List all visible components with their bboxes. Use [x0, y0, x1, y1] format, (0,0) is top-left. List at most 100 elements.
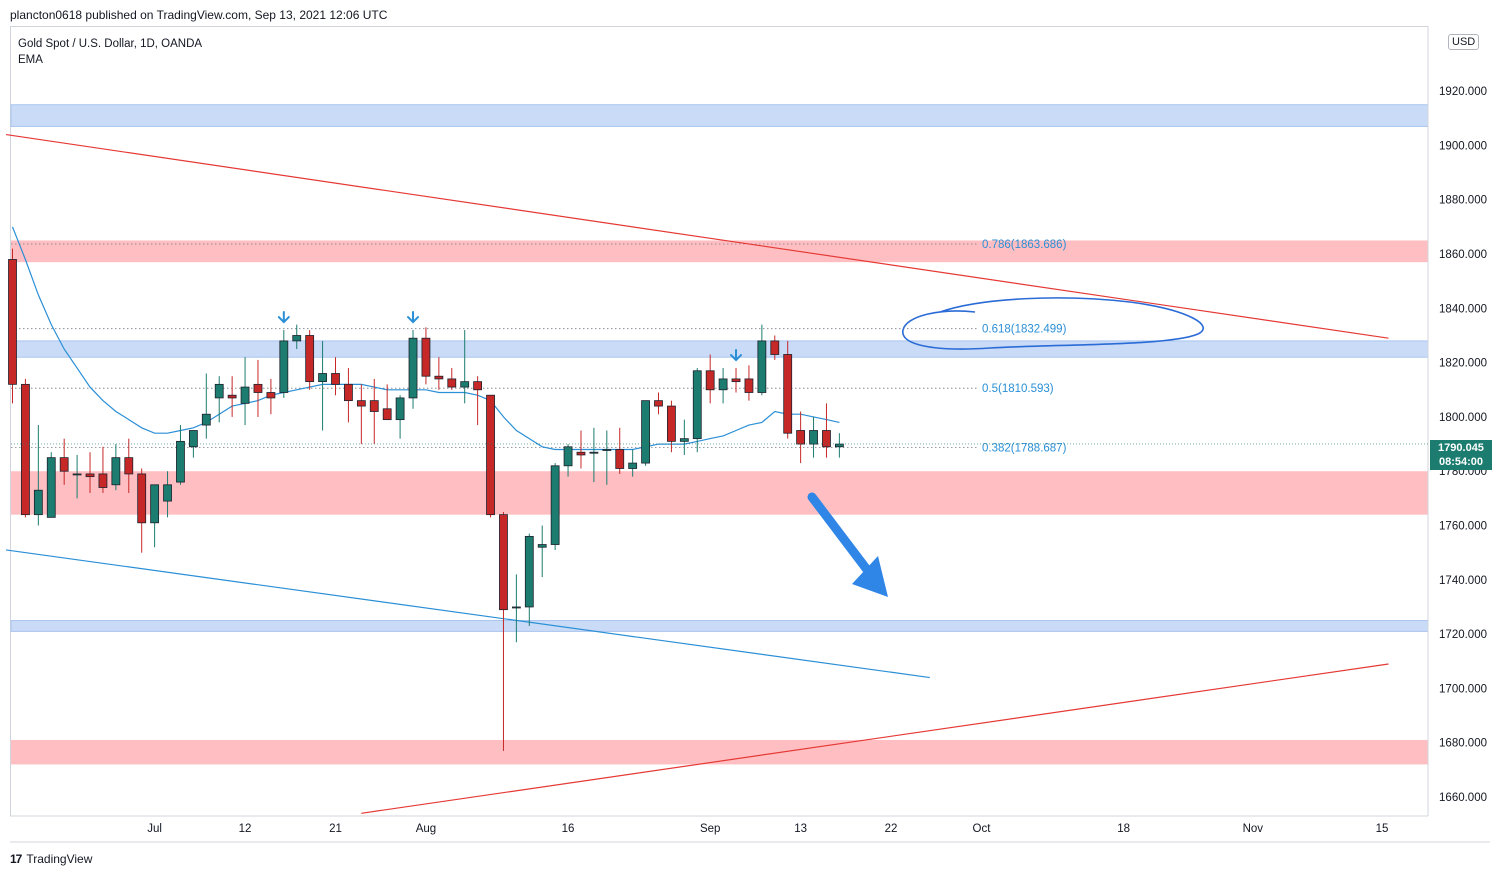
- candle: [124, 438, 134, 493]
- candle-body: [240, 386, 250, 404]
- support-zone: [10, 620, 1429, 632]
- candle-body: [124, 457, 134, 475]
- candle-body: [21, 383, 30, 516]
- time-tick-label: 22: [885, 823, 898, 835]
- candle: [705, 354, 715, 404]
- candle-body: [8, 259, 17, 385]
- candle: [499, 511, 508, 751]
- candle-body: [537, 544, 547, 548]
- candle-body: [137, 473, 147, 524]
- candle: [486, 394, 495, 518]
- fib-label: 0.5(1810.593): [982, 383, 1054, 395]
- candle-body: [408, 337, 418, 399]
- candle: [59, 438, 69, 485]
- candle-body: [331, 373, 340, 385]
- price-tick-label: 1900.000: [1439, 140, 1487, 152]
- candle-body: [46, 457, 56, 518]
- price-tick-label: 1740.000: [1439, 575, 1487, 587]
- fib-label: 0.786(1863.686): [982, 239, 1067, 251]
- bearish-arrowhead-icon: [852, 556, 888, 597]
- time-tick-label: 16: [562, 823, 575, 835]
- support-zone: [10, 104, 1429, 127]
- time-tick-label: 15: [1376, 823, 1389, 835]
- candle-body: [486, 394, 495, 516]
- candle: [331, 357, 340, 396]
- candle: [628, 449, 638, 477]
- candle-body: [176, 440, 185, 483]
- bearish-arrow-icon: [807, 492, 873, 576]
- candle: [33, 425, 43, 526]
- candle: [641, 400, 650, 466]
- candle-body: [770, 340, 780, 355]
- candle: [589, 427, 599, 483]
- candle: [176, 425, 185, 485]
- candle-body: [344, 383, 353, 402]
- candles-layer: [8, 248, 844, 751]
- candle-body: [253, 383, 263, 393]
- trendline-red: [5, 133, 1389, 339]
- candle: [201, 373, 211, 439]
- support-zone: [10, 340, 1429, 358]
- candle: [447, 368, 457, 390]
- footer-brand[interactable]: 17 TradingView: [10, 852, 92, 866]
- candle-body: [602, 449, 612, 451]
- symbol-legend[interactable]: Gold Spot / U.S. Dollar, 1D, OANDA EMA: [18, 36, 202, 68]
- candle-body: [214, 383, 224, 399]
- candle-body: [667, 405, 676, 442]
- candle: [253, 359, 263, 417]
- candle-body: [33, 489, 43, 516]
- indicator-label[interactable]: EMA: [18, 54, 43, 66]
- candle-body: [59, 457, 69, 472]
- candle: [667, 400, 676, 453]
- candle: [692, 368, 702, 453]
- candle: [382, 384, 392, 421]
- time-tick-label: Nov: [1243, 823, 1264, 835]
- candle: [796, 411, 806, 464]
- candle: [305, 330, 315, 390]
- candle: [602, 430, 612, 485]
- candle: [163, 471, 172, 518]
- candle: [654, 392, 663, 415]
- candle: [369, 378, 379, 445]
- candle: [408, 330, 418, 409]
- candle-body: [163, 484, 172, 502]
- candle: [783, 340, 793, 439]
- top-marker-arrow-icon: [407, 311, 420, 324]
- candle-body: [227, 394, 237, 399]
- fib-levels-layer: 0.786(1863.686) 0.618(1832.499) 0.5(1810.5…: [11, 239, 1067, 455]
- price-tick-label: 1680.000: [1439, 738, 1487, 750]
- candle: [434, 357, 444, 390]
- candle: [279, 330, 289, 398]
- tradingview-logo-icon: 17: [10, 852, 22, 866]
- brand-label: TradingView: [26, 852, 93, 866]
- candle: [318, 340, 327, 431]
- zones-layer: [10, 104, 1429, 765]
- candle: [421, 327, 431, 385]
- candle: [473, 376, 483, 426]
- candle-body: [98, 473, 108, 488]
- candle: [809, 416, 818, 458]
- trendline-red: [361, 663, 1389, 814]
- candle: [731, 368, 741, 393]
- candle-body: [744, 378, 754, 393]
- trendline-blue: [5, 549, 930, 679]
- candle-body: [434, 375, 444, 380]
- candle-body: [757, 340, 767, 393]
- candle-body: [731, 378, 741, 383]
- candle: [563, 444, 573, 477]
- candle-body: [511, 606, 521, 609]
- candle-body: [654, 400, 663, 407]
- trendlines-layer: [5, 133, 1389, 814]
- currency-button[interactable]: USD: [1448, 34, 1480, 50]
- candle-body: [524, 535, 534, 608]
- price-tick-label: 1760.000: [1439, 521, 1487, 533]
- candle: [292, 324, 302, 350]
- candle: [137, 468, 147, 553]
- candle: [21, 378, 30, 518]
- candle: [150, 484, 160, 548]
- candle: [188, 430, 198, 458]
- time-tick-label: Aug: [416, 823, 436, 835]
- candle: [46, 452, 56, 518]
- candle: [111, 444, 121, 491]
